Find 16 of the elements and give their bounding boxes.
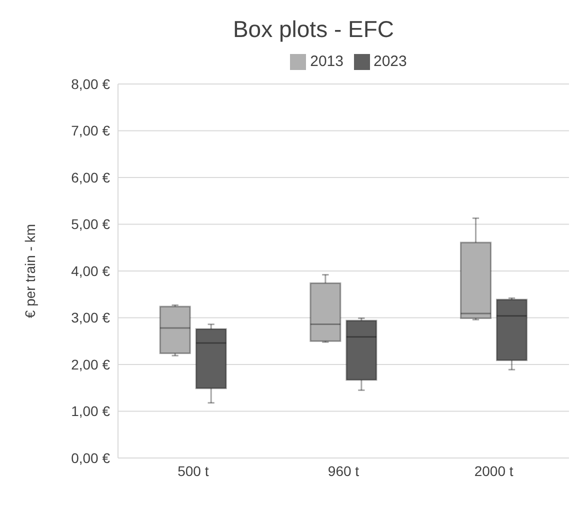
y-tick-label: 5,00 €: [71, 216, 110, 232]
chart-title: Box plots - EFC: [232, 15, 396, 43]
legend-label: 2013: [310, 53, 344, 70]
y-tick-label: 1,00 €: [71, 403, 110, 420]
y-tick-label: 0,00 €: [71, 450, 110, 466]
x-tick-label: 960 t: [328, 462, 360, 479]
x-tick-label: 2000 t: [474, 462, 514, 479]
y-tick-label: 3,00 €: [71, 310, 110, 326]
y-tick-label: 6,00 €: [71, 169, 110, 186]
y-tick-label: 7,00 €: [71, 122, 110, 139]
y-tick-label: 4,00 €: [71, 262, 110, 279]
legend-label: 2023: [374, 53, 407, 70]
x-tick-label: 500 t: [178, 462, 209, 479]
y-tick-label: 8,00 €: [71, 76, 110, 92]
y-axis-title: € per train - km: [22, 224, 38, 318]
y-tick-label: 2,00 €: [71, 356, 110, 372]
